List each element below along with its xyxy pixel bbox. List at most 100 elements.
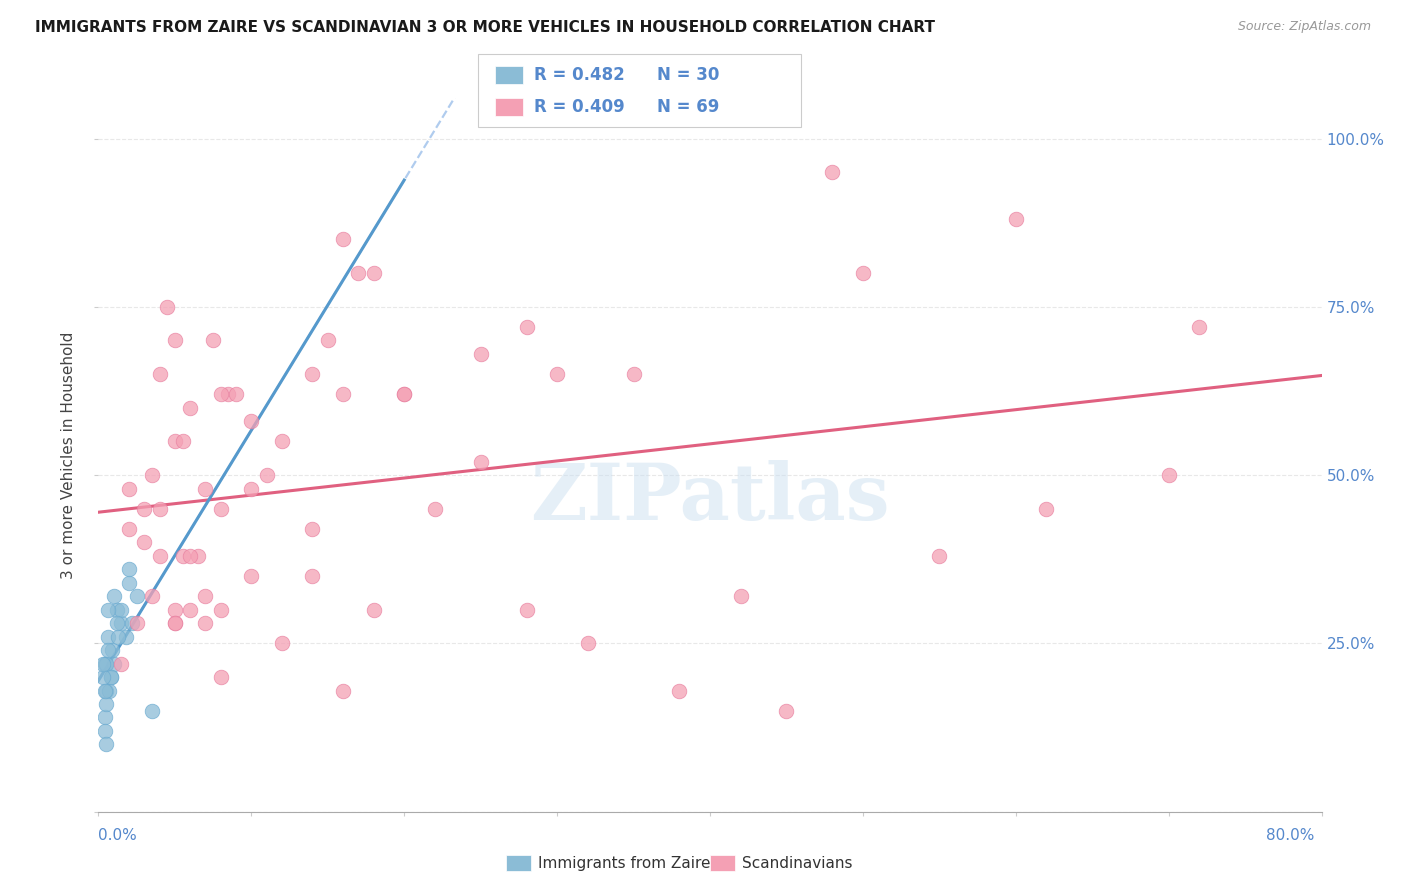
Point xyxy=(363,266,385,280)
Point xyxy=(101,643,124,657)
Point xyxy=(97,603,120,617)
Point xyxy=(134,535,156,549)
Point xyxy=(163,616,186,631)
Point xyxy=(1188,320,1211,334)
Point xyxy=(179,401,201,415)
Point xyxy=(141,468,163,483)
Point xyxy=(149,501,172,516)
Point xyxy=(94,657,117,671)
Point xyxy=(1035,501,1057,516)
Point xyxy=(240,482,263,496)
Point xyxy=(94,697,117,711)
Text: Source: ZipAtlas.com: Source: ZipAtlas.com xyxy=(1237,20,1371,33)
Point xyxy=(516,320,538,334)
Point xyxy=(470,347,492,361)
Text: N = 69: N = 69 xyxy=(657,98,718,116)
Point xyxy=(110,616,132,631)
Point xyxy=(93,710,115,724)
Point xyxy=(103,657,125,671)
Point xyxy=(423,501,446,516)
Point xyxy=(194,589,217,603)
Point xyxy=(1004,212,1026,227)
Point xyxy=(163,434,186,449)
Point xyxy=(225,387,247,401)
Point xyxy=(149,549,172,563)
Text: ZIPatlas: ZIPatlas xyxy=(530,459,890,536)
Point xyxy=(94,683,117,698)
Point xyxy=(97,630,120,644)
Text: R = 0.409: R = 0.409 xyxy=(534,98,626,116)
Point xyxy=(179,549,201,563)
Point xyxy=(270,434,294,449)
Point xyxy=(91,657,114,671)
Point xyxy=(730,589,752,603)
Point xyxy=(301,569,323,583)
Point xyxy=(1157,468,1180,483)
Text: N = 30: N = 30 xyxy=(657,66,718,84)
Text: 0.0%: 0.0% xyxy=(98,829,138,843)
Point xyxy=(301,367,323,381)
Point xyxy=(546,367,568,381)
Point xyxy=(363,603,385,617)
Point xyxy=(209,501,232,516)
Point xyxy=(209,670,232,684)
Point xyxy=(576,636,599,650)
Text: R = 0.482: R = 0.482 xyxy=(534,66,626,84)
Point xyxy=(110,657,132,671)
Point xyxy=(141,704,163,718)
Text: Scandinavians: Scandinavians xyxy=(742,856,853,871)
Point xyxy=(775,704,797,718)
Point xyxy=(202,334,225,348)
Point xyxy=(100,670,122,684)
Point xyxy=(93,723,115,738)
Point xyxy=(103,589,125,603)
Point xyxy=(928,549,950,563)
Point xyxy=(98,683,121,698)
Point xyxy=(332,683,354,698)
Point xyxy=(392,387,416,401)
Point xyxy=(125,616,148,631)
Point xyxy=(149,367,172,381)
Point xyxy=(121,616,143,631)
Point xyxy=(623,367,645,381)
Point xyxy=(163,616,186,631)
Point xyxy=(110,603,132,617)
Point xyxy=(163,603,186,617)
Point xyxy=(107,630,129,644)
Point xyxy=(163,334,186,348)
Point xyxy=(118,562,141,576)
Point xyxy=(141,589,163,603)
Text: 80.0%: 80.0% xyxy=(1267,829,1315,843)
Point xyxy=(332,232,354,246)
Point xyxy=(105,616,128,631)
Y-axis label: 3 or more Vehicles in Household: 3 or more Vehicles in Household xyxy=(60,331,76,579)
Point xyxy=(187,549,209,563)
Point xyxy=(256,468,278,483)
Point xyxy=(125,589,148,603)
Point xyxy=(156,300,179,314)
Point xyxy=(347,266,370,280)
Point xyxy=(301,522,323,536)
Point xyxy=(217,387,239,401)
Point xyxy=(115,630,138,644)
Point xyxy=(852,266,875,280)
Point xyxy=(668,683,690,698)
Point xyxy=(516,603,538,617)
Point xyxy=(270,636,294,650)
Point xyxy=(91,670,114,684)
Text: IMMIGRANTS FROM ZAIRE VS SCANDINAVIAN 3 OR MORE VEHICLES IN HOUSEHOLD CORRELATIO: IMMIGRANTS FROM ZAIRE VS SCANDINAVIAN 3 … xyxy=(35,20,935,35)
Point xyxy=(194,482,217,496)
Point xyxy=(179,603,201,617)
Point xyxy=(93,657,115,671)
Point xyxy=(100,670,122,684)
Point xyxy=(332,387,354,401)
Point xyxy=(93,683,115,698)
Point xyxy=(821,165,844,179)
Point xyxy=(134,501,156,516)
Point xyxy=(209,387,232,401)
Point xyxy=(316,334,339,348)
Point xyxy=(194,616,217,631)
Point xyxy=(172,549,194,563)
Point xyxy=(172,434,194,449)
Point xyxy=(105,603,128,617)
